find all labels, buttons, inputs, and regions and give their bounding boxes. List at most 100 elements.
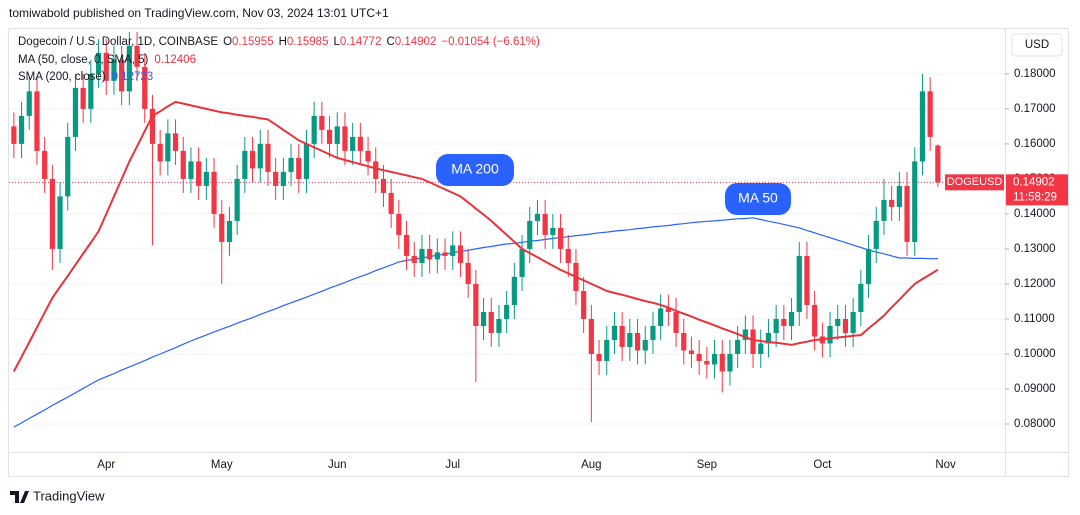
candle-body xyxy=(95,52,102,74)
candle-body xyxy=(411,255,417,263)
annotation-bubble xyxy=(725,183,791,215)
candle-body xyxy=(565,248,571,263)
legend-entry: MA (50, close, 0, SMA, 5) 0.12406 xyxy=(18,54,196,66)
logo: TradingView xyxy=(10,488,105,503)
candle-body xyxy=(134,45,140,67)
candle-body xyxy=(550,227,556,235)
candle-body xyxy=(373,161,379,179)
ohlc-value: 0.14772 xyxy=(340,36,382,48)
candle-body xyxy=(319,115,325,130)
x-tick-label: May xyxy=(211,459,233,471)
candle-body xyxy=(219,213,225,242)
candle-body xyxy=(581,290,587,319)
sma-line xyxy=(13,217,938,428)
candle-body xyxy=(827,325,833,344)
candle-body xyxy=(57,196,63,249)
y-tick-label: 0.11000 xyxy=(1014,313,1055,325)
candle-body xyxy=(650,325,656,340)
price-label-box xyxy=(1006,174,1068,206)
currency[interactable]: USD xyxy=(1025,39,1049,51)
candle-body xyxy=(180,150,186,179)
candle-body xyxy=(157,143,163,162)
candle-body xyxy=(288,157,294,172)
candle-body xyxy=(835,318,841,326)
y-tick-label: 0.12000 xyxy=(1014,278,1056,290)
candle-body xyxy=(296,157,302,179)
x-tick-label: Aug xyxy=(581,459,601,471)
header: tomiwabold published on TradingView.com,… xyxy=(9,6,389,20)
x-tick-label: Apr xyxy=(97,459,115,471)
candle-body xyxy=(196,161,202,186)
candle-body xyxy=(704,360,710,365)
candle-body xyxy=(357,136,363,151)
candle-body xyxy=(111,59,117,81)
candle-body xyxy=(904,185,910,242)
candle-body xyxy=(126,45,132,92)
legend-symbol: Dogecoin / U.S. Dollar, 1D, COINBASE O0.1… xyxy=(18,36,540,48)
x-tick-label: Oct xyxy=(813,459,832,471)
candle-body xyxy=(119,59,125,92)
candle-body xyxy=(434,252,440,260)
candle-body xyxy=(142,66,148,109)
candle-body xyxy=(727,353,733,372)
candle-body xyxy=(242,150,248,179)
candle-body xyxy=(681,332,687,351)
candle-body xyxy=(172,133,179,151)
candle-body xyxy=(673,311,679,333)
candle-body xyxy=(26,91,32,116)
candle-body xyxy=(18,115,25,144)
candle-body xyxy=(303,143,310,179)
candle-body xyxy=(750,329,756,354)
candle-body xyxy=(511,276,517,305)
candle-body xyxy=(604,339,610,361)
candle-body xyxy=(365,150,371,162)
y-tick-label: 0.10000 xyxy=(1014,348,1056,360)
y-tick-label: 0.09000 xyxy=(1014,383,1056,395)
candle-body xyxy=(611,325,618,340)
currency-box[interactable] xyxy=(1011,33,1063,57)
symbol-name: Dogecoin / U.S. Dollar, 1D, COINBASE xyxy=(18,36,218,48)
candle-body xyxy=(842,318,849,333)
candle-body xyxy=(527,220,533,249)
annotation-bubble xyxy=(436,154,514,186)
annotation-text: MA 50 xyxy=(738,190,778,206)
candle-body xyxy=(758,343,764,354)
candle-body xyxy=(912,161,918,242)
change: −0.01054 (−6.61%) xyxy=(441,36,540,48)
candle-body xyxy=(519,248,525,277)
ohlc-label: H xyxy=(279,36,287,48)
candle-body xyxy=(688,350,695,354)
candle-body xyxy=(496,318,502,333)
candle-body xyxy=(658,308,664,326)
ohlc-label: C xyxy=(386,36,394,48)
candle-body xyxy=(619,325,625,347)
candle-body xyxy=(935,145,941,183)
ohlc-label: L xyxy=(333,36,340,48)
legend-name: MA (50, close, 0, SMA, 5) xyxy=(18,54,149,66)
candle-body xyxy=(211,171,217,214)
candle-body xyxy=(403,234,410,256)
symbol-label: DOGEUSD xyxy=(947,176,1003,188)
candle-body xyxy=(634,332,641,351)
candle-body xyxy=(350,136,356,151)
chart-frame xyxy=(8,28,1069,477)
candle-body xyxy=(889,199,895,207)
candle-body xyxy=(858,283,864,312)
candle-body xyxy=(72,87,79,137)
candle-body xyxy=(265,143,271,172)
candle-body xyxy=(11,126,17,144)
candle-body xyxy=(557,227,564,249)
y-tick-label: 0.14000 xyxy=(1014,208,1056,220)
candle-body xyxy=(396,213,402,235)
candle-body xyxy=(765,332,772,344)
candle-body xyxy=(34,91,40,151)
candle-body xyxy=(103,52,109,81)
candle-body xyxy=(342,126,348,151)
price-label: 0.14902 xyxy=(1013,176,1055,188)
ohlc-value: 0.14902 xyxy=(395,36,437,48)
candle-body xyxy=(796,255,802,312)
candle-body xyxy=(80,87,86,109)
x-tick-label: Jul xyxy=(445,459,460,471)
candle-body xyxy=(881,199,887,221)
candle-body xyxy=(49,178,55,249)
